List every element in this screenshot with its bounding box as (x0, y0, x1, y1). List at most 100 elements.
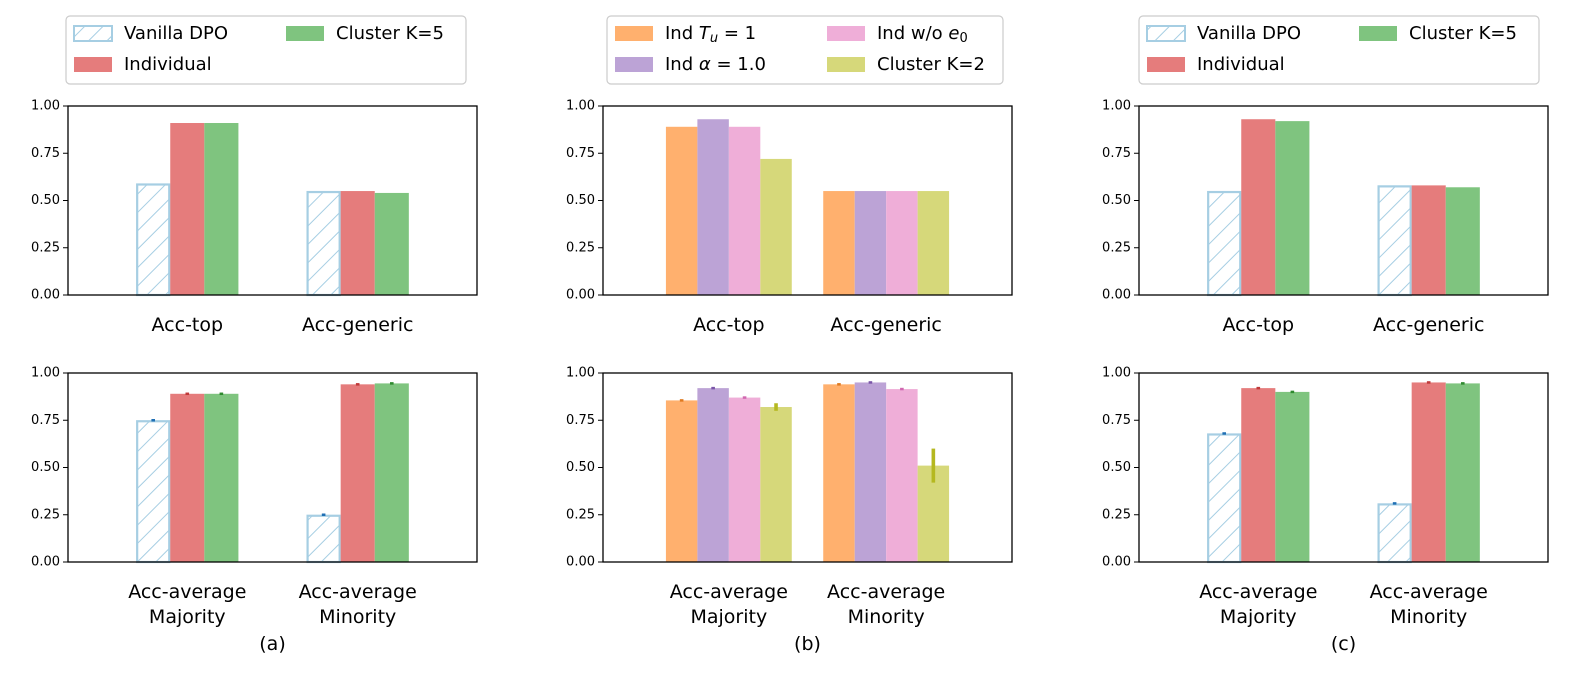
bar (340, 191, 375, 295)
category-label: Acc-generic (830, 314, 941, 336)
bar (760, 158, 792, 295)
bar (1377, 185, 1412, 297)
bar (854, 191, 887, 295)
legend-label: Vanilla DPO (1197, 23, 1301, 44)
y-tick-label: 0.75 (1102, 146, 1131, 161)
bar (170, 123, 205, 295)
legend-label: Vanilla DPO (124, 23, 228, 44)
category-label: Acc-average Minority (299, 581, 417, 628)
category-label: Acc-top (693, 314, 765, 336)
legend-label: Cluster K=5 (336, 23, 444, 44)
legend-label: Individual (1197, 54, 1285, 75)
y-tick-label: 1.00 (31, 366, 60, 381)
y-tick-label: 0.25 (566, 240, 595, 255)
bar (665, 400, 698, 562)
y-tick-label: 0.25 (1102, 240, 1131, 255)
legend-swatch (615, 57, 653, 72)
error-bar (219, 392, 224, 396)
bar (665, 126, 698, 295)
panel-a: Vanilla DPO Individual Cluster K=5 0.00 0.25… (31, 15, 478, 655)
axes-frame (67, 372, 478, 563)
subplot-b-1: 0.00 0.25 0.50 0.75 1.00 Acc-top Acc-generic (566, 99, 1013, 336)
axes-frame (67, 105, 478, 296)
y-tick-label: 0.25 (566, 507, 595, 522)
legend-swatch (827, 57, 865, 72)
y-tick-label: 0.25 (1102, 507, 1131, 522)
bar (1411, 382, 1446, 562)
panel-b: Ind Tu = 1 Ind α = 1.0 Ind w/o e0 Cluster K… (566, 15, 1013, 655)
y-tick-label: 0.25 (31, 240, 60, 255)
y-tick-label: 1.00 (1102, 366, 1131, 381)
panel-c: Vanilla DPO Individual Cluster K=5 0.00 0.25… (1102, 15, 1549, 655)
legend-swatch (73, 25, 113, 42)
legend-label: Ind Tu = 1 (665, 23, 756, 46)
y-tick-label: 0.00 (566, 288, 595, 303)
bar (917, 191, 950, 295)
bar (1207, 190, 1242, 297)
bar (854, 382, 887, 562)
legend-label: Cluster K=5 (1409, 23, 1517, 44)
legend-label: Ind α = 1.0 (665, 54, 766, 75)
category-label: Acc-average Majority (670, 581, 788, 628)
legend-swatch (1359, 26, 1397, 41)
y-tick-label: 0.50 (566, 193, 595, 208)
y-tick-label: 0.75 (1102, 413, 1131, 428)
category-label: Acc-average Minority (1370, 581, 1488, 628)
bar (728, 126, 761, 295)
legend-box (606, 15, 1004, 85)
bar (170, 393, 205, 562)
error-bar (1222, 432, 1227, 435)
legend-swatch (1147, 57, 1185, 72)
error-bar (185, 392, 190, 396)
bar (886, 191, 918, 295)
bar (306, 514, 341, 564)
bar (1207, 433, 1242, 564)
legend-swatch (827, 26, 865, 41)
legend-label: Cluster K=2 (877, 54, 985, 75)
y-tick-label: 0.00 (1102, 555, 1131, 570)
legend-label: Ind w/o e0 (877, 23, 968, 46)
category-label: Acc-top (152, 314, 224, 336)
bar (1241, 119, 1276, 295)
axes-frame (602, 372, 1013, 563)
error-bar (321, 513, 326, 516)
error-bar (900, 387, 904, 391)
bar (886, 389, 918, 562)
y-tick-label: 1.00 (1102, 99, 1131, 114)
panel-label: (a) (259, 633, 285, 655)
y-tick-label: 1.00 (566, 99, 595, 114)
error-bar (868, 381, 873, 384)
y-tick-label: 0.00 (31, 288, 60, 303)
subplot-c-2: 0.00 0.25 0.50 0.75 1.00 Acc-average Majority A… (1102, 366, 1549, 628)
bar (1241, 388, 1276, 562)
category-label: Acc-average Majority (1199, 581, 1317, 628)
legend-box (65, 15, 467, 85)
bar (374, 192, 409, 295)
subplot-a-1: 0.00 0.25 0.50 0.75 1.00 Acc-top Acc-generic (31, 99, 478, 336)
y-tick-label: 0.50 (1102, 193, 1131, 208)
bar (760, 407, 792, 562)
error-bar (389, 382, 394, 385)
y-tick-label: 1.00 (566, 366, 595, 381)
axes-frame (1138, 372, 1549, 563)
category-label: Acc-average Minority (827, 581, 945, 628)
y-tick-label: 0.75 (31, 413, 60, 428)
panel-label: (b) (794, 633, 821, 655)
error-bar (837, 383, 841, 386)
subplot-c-1: 0.00 0.25 0.50 0.75 1.00 Acc-top Acc-generic (1102, 99, 1549, 336)
subplot-a-2: 0.00 0.25 0.50 0.75 1.00 Acc-average Majority A… (31, 366, 478, 628)
bar (1275, 121, 1310, 296)
legend-swatch (615, 26, 653, 41)
error-bar (1256, 386, 1261, 390)
bar (374, 383, 409, 562)
axes-frame (1138, 105, 1549, 296)
y-tick-label: 0.75 (566, 146, 595, 161)
bar (1445, 187, 1480, 295)
y-tick-label: 0.00 (1102, 288, 1131, 303)
legend-label: Individual (124, 54, 212, 75)
bar (204, 123, 239, 295)
bar (340, 384, 375, 562)
bar (1275, 391, 1310, 562)
y-tick-label: 0.25 (31, 507, 60, 522)
error-bar (1392, 502, 1397, 505)
